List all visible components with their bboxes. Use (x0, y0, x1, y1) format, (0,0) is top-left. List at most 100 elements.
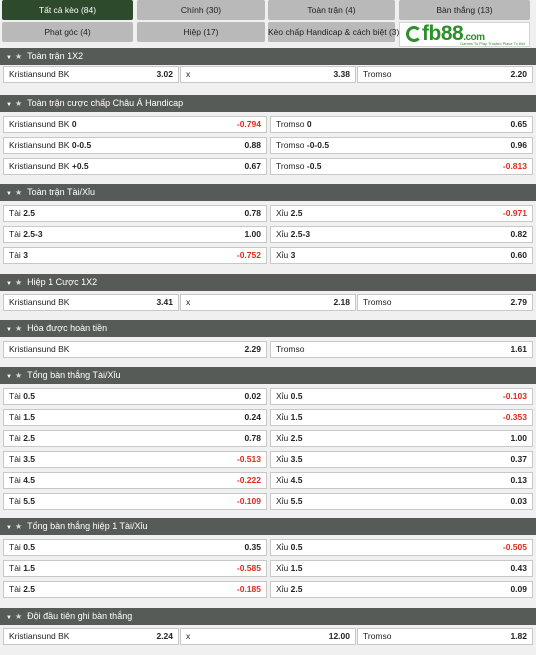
collapse-chevron-icon[interactable]: ▼ (6, 55, 12, 61)
odds-cell[interactable]: Tài 0.5 0.35 (3, 539, 267, 556)
selection-name: Xỉu (276, 391, 289, 401)
tab-handicap-margin[interactable]: Kèo chấp Handicap & cách biệt (3) (268, 22, 399, 42)
odds-cell[interactable]: Xỉu 3.5 0.37 (270, 451, 533, 468)
odds-cell[interactable]: Tài 4.5 -0.222 (3, 472, 267, 489)
handicap-line: 4.5 (23, 475, 36, 485)
collapse-chevron-icon[interactable]: ▼ (6, 374, 12, 380)
odds-cell[interactable]: Xỉu 0.5 -0.505 (270, 539, 533, 556)
tab-corners[interactable]: Phạt góc (4) (2, 22, 133, 42)
odds-cell[interactable]: Tromso 1.61 (270, 341, 533, 358)
section-header[interactable]: ▼ ★ Đội đầu tiên ghi bàn thắng (0, 608, 536, 625)
odds-cell[interactable]: Tromso 0 0.65 (270, 116, 533, 133)
odds-cell[interactable]: Tài 0.5 0.02 (3, 388, 267, 405)
odds-value: 0.78 (244, 208, 261, 218)
odds-cell[interactable]: Xỉu 2.5-3 0.82 (270, 226, 533, 243)
collapse-chevron-icon[interactable]: ▼ (6, 191, 12, 197)
odds-cell[interactable]: Tài 3 -0.752 (3, 247, 267, 264)
odds-cell[interactable]: Xỉu 0.5 -0.103 (270, 388, 533, 405)
odds-cell[interactable]: Xỉu 2.5 -0.971 (270, 205, 533, 222)
tab-halves[interactable]: Hiệp (17) (137, 22, 265, 42)
favorite-star-icon[interactable]: ★ (14, 278, 23, 287)
odds-value: 3.38 (333, 69, 350, 79)
handicap-line: 0.5 (290, 542, 303, 552)
odds-cell[interactable]: Tài 1.5 0.24 (3, 409, 267, 426)
odds-cell[interactable]: Xỉu 3 0.60 (270, 247, 533, 264)
odds-cell[interactable]: Tài 1.5 -0.585 (3, 560, 267, 577)
favorite-star-icon[interactable]: ★ (14, 188, 23, 197)
selection-name: Tromso (363, 297, 392, 307)
odds-cell[interactable]: Kristiansund BK 0-0.5 0.88 (3, 137, 267, 154)
odds-cell[interactable]: Tromso 1.82 (357, 628, 533, 645)
odds-cell[interactable]: Tài 3.5 -0.513 (3, 451, 267, 468)
favorite-star-icon[interactable]: ★ (14, 99, 23, 108)
handicap-line: 5.5 (290, 496, 303, 506)
favorite-star-icon[interactable]: ★ (14, 324, 23, 333)
selection-label: Tromso (363, 67, 392, 82)
odds-cell[interactable]: Xỉu 4.5 0.13 (270, 472, 533, 489)
selection-label: Xỉu 3.5 (276, 452, 303, 467)
odds-cell[interactable]: Xỉu 5.5 0.03 (270, 493, 533, 510)
selection-name: x (186, 631, 191, 641)
handicap-line: 3 (23, 250, 28, 260)
section-header[interactable]: ▼ ★ Tổng bàn thắng Tài/Xỉu (0, 367, 536, 384)
odds-cell[interactable]: Tài 5.5 -0.109 (3, 493, 267, 510)
handicap-line: -0.5 (306, 161, 322, 171)
selection-label: Xỉu 1.5 (276, 410, 303, 425)
odds-cell[interactable]: Xỉu 2.5 0.09 (270, 581, 533, 598)
section-header[interactable]: ▼ ★ Toàn trận 1X2 (0, 48, 536, 65)
favorite-star-icon[interactable]: ★ (14, 612, 23, 621)
favorite-star-icon[interactable]: ★ (14, 52, 23, 61)
section-header[interactable]: ▼ ★ Hiệp 1 Cược 1X2 (0, 274, 536, 291)
odds-cell[interactable]: Tromso 2.20 (357, 66, 533, 83)
odds-cell[interactable]: x 3.38 (180, 66, 356, 83)
selection-name: Tài (9, 208, 21, 218)
odds-cell[interactable]: Xỉu 1.5 0.43 (270, 560, 533, 577)
favorite-star-icon[interactable]: ★ (14, 522, 23, 531)
odds-cell[interactable]: Tromso 2.79 (357, 294, 533, 311)
odds-cell[interactable]: x 2.18 (180, 294, 356, 311)
selection-label: Tài 0.5 (9, 389, 35, 404)
selection-name: Xỉu (276, 563, 289, 573)
odds-cell[interactable]: Kristiansund BK 2.29 (3, 341, 267, 358)
odds-value: 2.29 (244, 344, 261, 354)
odds-cell[interactable]: Tromso -0.5 -0.813 (270, 158, 533, 175)
odds-value: 2.24 (156, 631, 173, 641)
odds-cell[interactable]: Tài 2.5 -0.185 (3, 581, 267, 598)
odds-value: 3.02 (156, 69, 173, 79)
odds-cell[interactable]: x 12.00 (180, 628, 356, 645)
odds-value: -0.222 (236, 475, 261, 485)
odds-cell[interactable]: Kristiansund BK 2.24 (3, 628, 179, 645)
collapse-chevron-icon[interactable]: ▼ (6, 281, 12, 287)
odds-value: 1.00 (244, 229, 261, 239)
tab-full-match[interactable]: Toàn trận (4) (268, 0, 395, 20)
odds-cell[interactable]: Kristiansund BK +0.5 0.67 (3, 158, 267, 175)
odds-cell[interactable]: Kristiansund BK 0 -0.794 (3, 116, 267, 133)
collapse-chevron-icon[interactable]: ▼ (6, 102, 12, 108)
section-header[interactable]: ▼ ★ Tổng bàn thắng hiệp 1 Tài/Xỉu (0, 518, 536, 535)
section-header[interactable]: ▼ ★ Toàn trận cược chấp Châu Á Handicap (0, 95, 536, 112)
odds-cell[interactable]: Tài 2.5 0.78 (3, 430, 267, 447)
collapse-chevron-icon[interactable]: ▼ (6, 615, 12, 621)
odds-cell[interactable]: Xỉu 2.5 1.00 (270, 430, 533, 447)
handicap-line: 0.5 (290, 391, 303, 401)
odds-cell[interactable]: Tài 2.5-3 1.00 (3, 226, 267, 243)
tab-main[interactable]: Chính (30) (137, 0, 265, 20)
collapse-chevron-icon[interactable]: ▼ (6, 327, 12, 333)
section-header[interactable]: ▼ ★ Hòa được hoàn tiền (0, 320, 536, 337)
odds-value: -0.813 (502, 161, 527, 171)
handicap-line: 2.5 (290, 433, 303, 443)
handicap-line: 0.5 (23, 542, 36, 552)
logo-tagline: Games To Play Trusted Place To Bet (460, 41, 525, 46)
selection-name: Tài (9, 542, 21, 552)
collapse-chevron-icon[interactable]: ▼ (6, 525, 12, 531)
favorite-star-icon[interactable]: ★ (14, 371, 23, 380)
odds-cell[interactable]: Kristiansund BK 3.41 (3, 294, 179, 311)
odds-cell[interactable]: Tromso -0-0.5 0.96 (270, 137, 533, 154)
tab-all-markets[interactable]: Tất cả kèo (84) (2, 0, 133, 20)
odds-cell[interactable]: Tài 2.5 0.78 (3, 205, 267, 222)
tab-goals[interactable]: Bàn thắng (13) (399, 0, 530, 20)
odds-cell[interactable]: Xỉu 1.5 -0.353 (270, 409, 533, 426)
section-header[interactable]: ▼ ★ Toàn trận Tài/Xỉu (0, 184, 536, 201)
odds-cell[interactable]: Kristiansund BK 3.02 (3, 66, 179, 83)
odds-value: 2.20 (510, 69, 527, 79)
